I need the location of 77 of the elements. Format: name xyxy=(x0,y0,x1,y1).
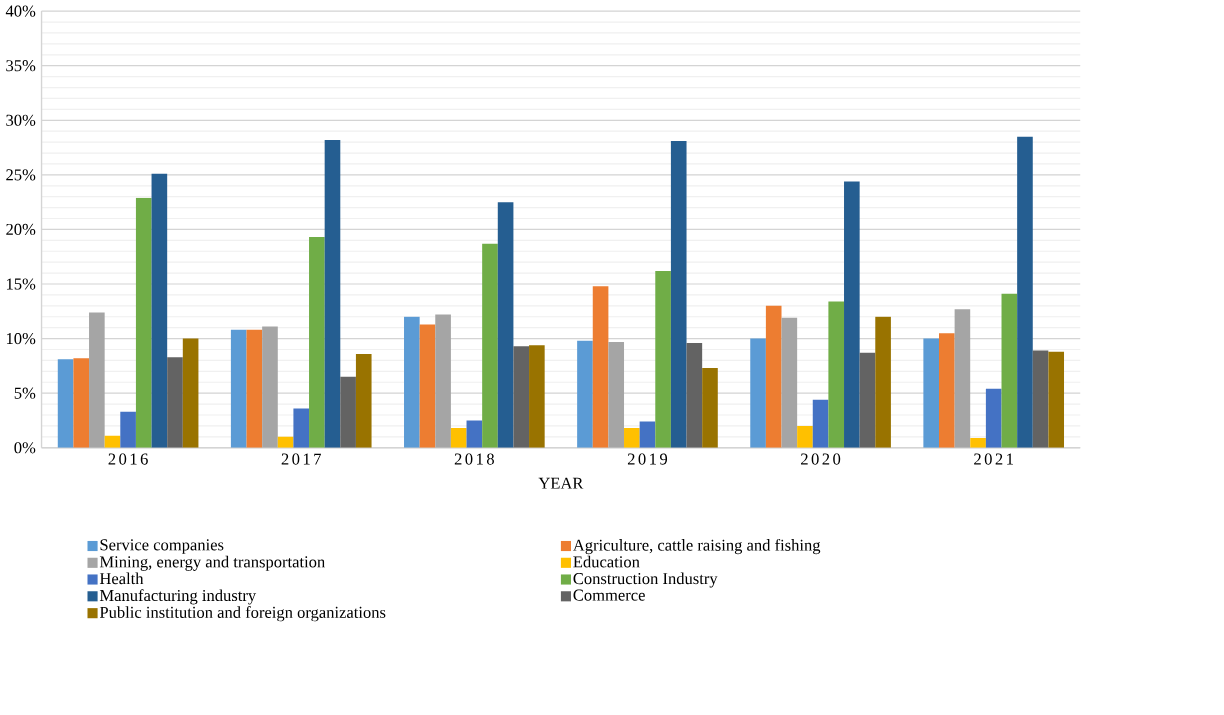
x-tick-label: 2019 xyxy=(627,453,668,465)
bar xyxy=(939,333,955,448)
bar xyxy=(57,359,74,448)
bar xyxy=(262,326,278,448)
bar xyxy=(404,316,420,448)
bar xyxy=(655,270,671,448)
y-tick-label: 15% xyxy=(6,278,36,290)
bar xyxy=(435,314,451,448)
bar xyxy=(497,202,514,448)
legend-label: Public institution and foreign organizations xyxy=(99,606,386,622)
x-tick-label: 2021 xyxy=(974,453,1013,465)
bar xyxy=(513,346,530,448)
legend-label: Manufacturing industry xyxy=(99,589,257,605)
legend-label: Service companies xyxy=(100,539,224,554)
bar xyxy=(923,338,939,448)
bar xyxy=(482,243,498,448)
legend-label: Construction Industry xyxy=(573,572,718,588)
y-tick-label: 5% xyxy=(14,387,36,399)
y-tick-label: 40% xyxy=(5,5,36,17)
x-tick-label: 2017 xyxy=(281,453,322,465)
bar xyxy=(577,340,593,448)
bar xyxy=(73,358,90,448)
legend-label: Agriculture, cattle raising and fishing xyxy=(573,538,821,555)
bar xyxy=(875,316,891,448)
bar xyxy=(797,425,813,448)
bar xyxy=(750,338,766,448)
legend-label: Commerce xyxy=(573,589,645,601)
bar xyxy=(686,342,703,448)
bar xyxy=(765,305,782,448)
bar xyxy=(1032,350,1049,448)
y-tick-label: 20% xyxy=(6,223,36,235)
y-tick-label: 0% xyxy=(14,442,36,454)
bar xyxy=(419,324,436,448)
bar xyxy=(135,197,152,448)
bar xyxy=(624,428,640,448)
bar xyxy=(639,421,656,448)
bar xyxy=(151,173,168,448)
x-tick-label: 2020 xyxy=(801,453,841,465)
bar xyxy=(293,408,310,448)
bar xyxy=(89,312,105,448)
bar xyxy=(340,376,356,448)
x-tick-label: 2018 xyxy=(454,453,494,465)
bar xyxy=(182,338,199,448)
bar xyxy=(985,388,1002,448)
bar xyxy=(355,353,372,448)
bar xyxy=(246,329,263,448)
bar xyxy=(466,420,483,448)
bar xyxy=(1017,136,1033,448)
bar xyxy=(529,345,545,448)
bar xyxy=(608,341,625,448)
bar xyxy=(592,286,609,448)
bar xyxy=(670,140,687,448)
legend-label: Mining, energy and transportation xyxy=(99,555,325,571)
bar xyxy=(844,181,860,448)
bar xyxy=(859,352,876,448)
bar xyxy=(812,399,829,448)
bar xyxy=(702,367,718,448)
bar xyxy=(324,139,341,448)
bar xyxy=(1048,351,1065,448)
x-tick-label: 2016 xyxy=(108,453,148,465)
x-axis-title: YEAR xyxy=(538,477,584,489)
bar xyxy=(167,357,183,448)
legend-label: Education xyxy=(573,555,640,568)
y-tick-label: 30% xyxy=(6,114,36,126)
y-tick-label: 25% xyxy=(6,169,36,181)
bar xyxy=(230,329,247,448)
bar xyxy=(309,236,325,448)
bar xyxy=(1001,293,1018,448)
y-tick-label: 35% xyxy=(6,59,36,72)
bar xyxy=(970,437,986,448)
bar xyxy=(450,428,467,448)
bar xyxy=(828,301,845,448)
bar xyxy=(781,317,798,448)
bar xyxy=(120,411,136,448)
bar xyxy=(954,309,971,448)
y-tick-label: 10% xyxy=(6,332,36,345)
legend-label: Health xyxy=(99,572,144,585)
